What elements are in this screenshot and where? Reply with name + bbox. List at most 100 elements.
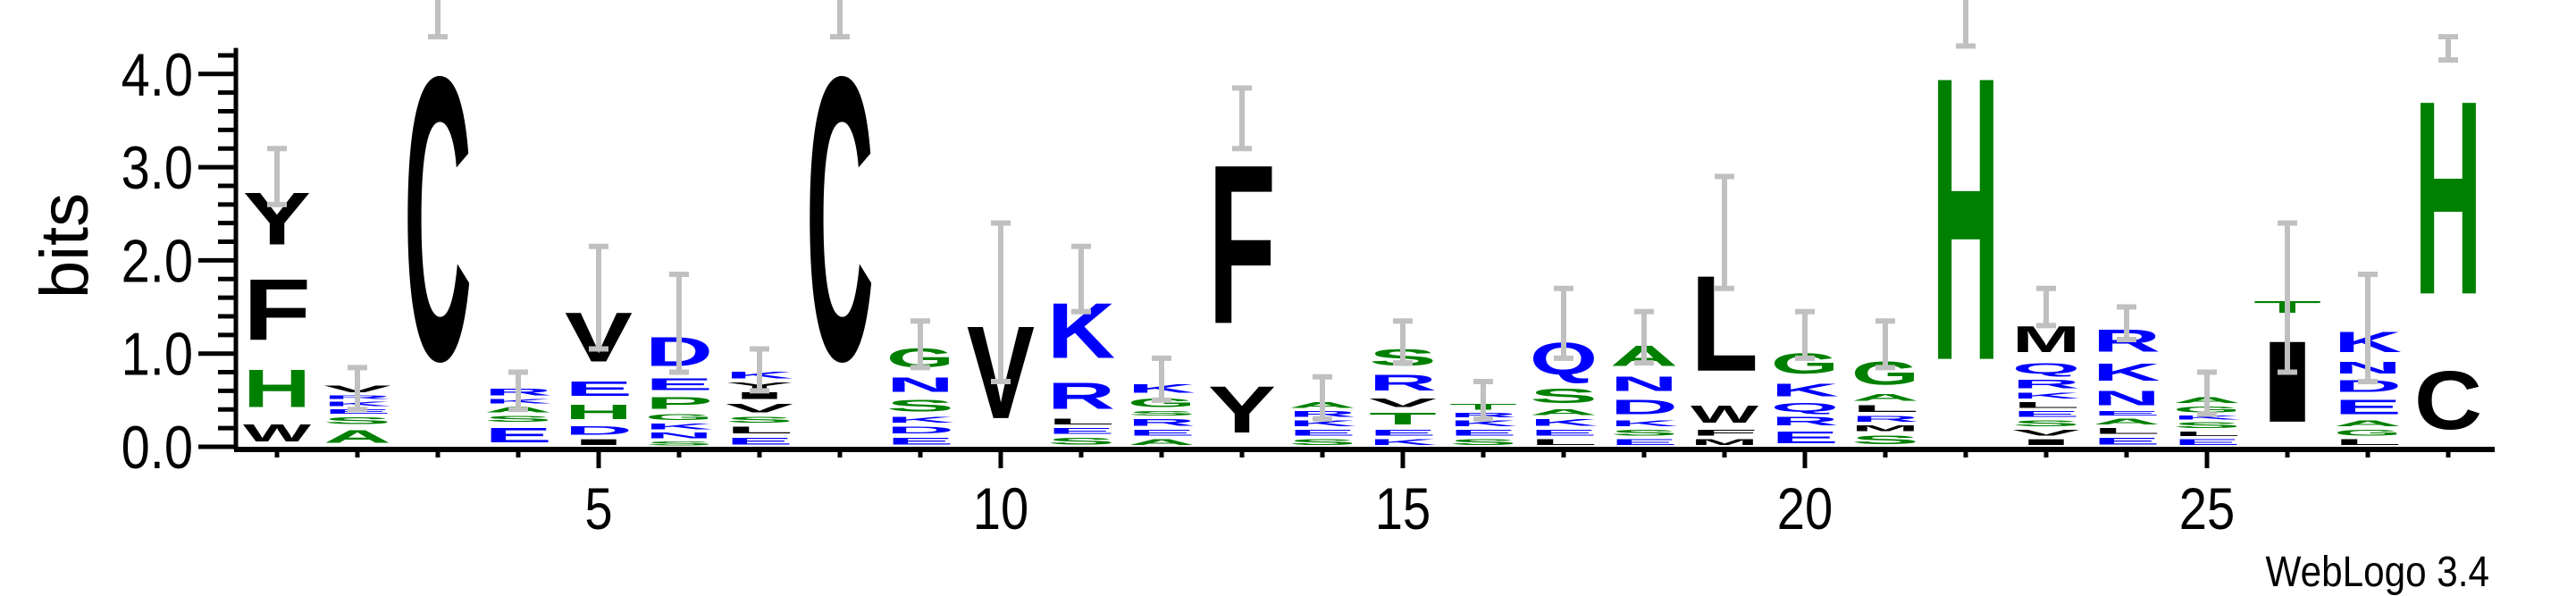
letter-V: V (1369, 396, 1437, 409)
letter-K: K (2093, 358, 2161, 386)
letter-R: R (1851, 415, 1919, 424)
letter-D: D (886, 424, 954, 435)
letter-K: K (1771, 380, 1839, 400)
letter-E: E (1449, 428, 1517, 437)
y-axis-label: bits (27, 193, 103, 298)
letter-K: K (645, 422, 713, 431)
letter-E: E (2012, 409, 2080, 418)
letter-R: R (1771, 415, 1839, 428)
letter-F: F (1208, 119, 1276, 372)
letter-E: E (2093, 436, 2161, 447)
error-bar (348, 365, 367, 413)
letter-S: S (1128, 409, 1196, 416)
letter-R: R (1128, 417, 1196, 428)
letter-E: E (1369, 428, 1437, 437)
error-bar (1875, 318, 1895, 371)
letter-K: K (1449, 419, 1517, 428)
letter-C: C (2414, 355, 2482, 447)
letter-L: L (2173, 430, 2241, 437)
error-bar (428, 0, 448, 40)
letter-A: A (1128, 438, 1196, 447)
error-bar (2278, 220, 2297, 375)
letter-E: E (1610, 438, 1678, 447)
letter-H: H (1932, 0, 2000, 445)
letter-Q: Q (2012, 360, 2080, 377)
x-tick-label: 20 (1777, 476, 1833, 541)
error-bar (2197, 369, 2217, 417)
letter-I: I (2012, 438, 2080, 447)
letter-K: K (1369, 438, 1437, 447)
letter-R: R (2012, 377, 2080, 390)
letter-E: E (565, 377, 633, 400)
error-bar (669, 272, 689, 375)
letter-F: F (243, 262, 311, 358)
y-tick-label: 0.0 (122, 415, 193, 482)
weblogo-version-label: WebLogo 3.4 (2266, 547, 2489, 595)
letter-S: S (1047, 436, 1115, 447)
letter-L: L (1047, 417, 1115, 426)
letter-I: I (565, 438, 633, 447)
letter-E: E (2093, 409, 2161, 416)
letter-H: H (565, 400, 633, 424)
letter-E: E (726, 436, 793, 447)
letter-K: K (1288, 419, 1356, 428)
letter-E: E (2334, 396, 2402, 419)
stack-position-17: LEKASQ (1530, 333, 1598, 447)
letter-E: E (1128, 428, 1196, 437)
letter-K: K (1610, 419, 1678, 428)
y-axis: 0.0 1.0 2.0 3.0 4.0 (122, 41, 239, 482)
letter-L: L (2012, 400, 2080, 409)
letter-W: W (1691, 400, 1758, 428)
letter-H: H (243, 359, 311, 419)
error-bar (1715, 173, 1734, 291)
letter-stacks: WHFYASEKRVCESAKRIDHEVSNKGPEDELSVIYKCEDKS… (243, 0, 2482, 447)
letter-F: F (1691, 428, 1758, 437)
letter-L: L (1851, 403, 1919, 414)
error-bar (1313, 374, 1332, 422)
stack-position-13: YF (1208, 119, 1276, 447)
letter-S: S (645, 441, 713, 447)
stack-position-18: ESKDNA (1610, 340, 1678, 447)
error-bar (508, 369, 528, 413)
letter-S: S (323, 416, 391, 426)
letter-E: E (1288, 428, 1356, 437)
letter-L: L (2093, 426, 2161, 435)
error-bar (1554, 285, 1573, 361)
letter-S: S (886, 397, 954, 416)
letter-N: N (2093, 387, 2161, 410)
letter-E: E (1047, 426, 1115, 435)
letter-D: D (2334, 377, 2402, 396)
letter-S: S (484, 415, 552, 424)
error-bar (589, 243, 608, 352)
letter-V: V (2012, 428, 2080, 437)
error-bar (267, 146, 287, 207)
letter-S: S (2012, 419, 2080, 428)
error-bar (2117, 304, 2136, 343)
letter-Q: Q (1771, 400, 1839, 414)
letter-R: R (1047, 375, 1115, 417)
x-tick-label: 15 (1375, 476, 1431, 541)
error-bar (2438, 34, 2458, 63)
error-bar (1393, 318, 1413, 366)
error-bar (1152, 355, 1171, 403)
letter-E: E (886, 436, 954, 447)
letter-S: S (1449, 438, 1517, 447)
error-bar (1071, 243, 1091, 315)
x-tick-label: 25 (2179, 476, 2235, 541)
letter-S: S (1610, 428, 1678, 437)
letter-G: G (2334, 428, 2402, 437)
letter-A: A (2334, 419, 2402, 428)
letter-A: A (323, 426, 391, 447)
letter-L: L (726, 424, 793, 435)
letter-L: L (2334, 438, 2402, 447)
error-bar (1634, 308, 1654, 366)
y-tick-label: 2.0 (122, 228, 193, 295)
letter-D: D (1610, 396, 1678, 419)
stack-position-22: H (1932, 0, 2000, 445)
error-bar (1795, 308, 1815, 361)
error-bar (2036, 285, 2056, 329)
error-bar (2358, 272, 2378, 384)
